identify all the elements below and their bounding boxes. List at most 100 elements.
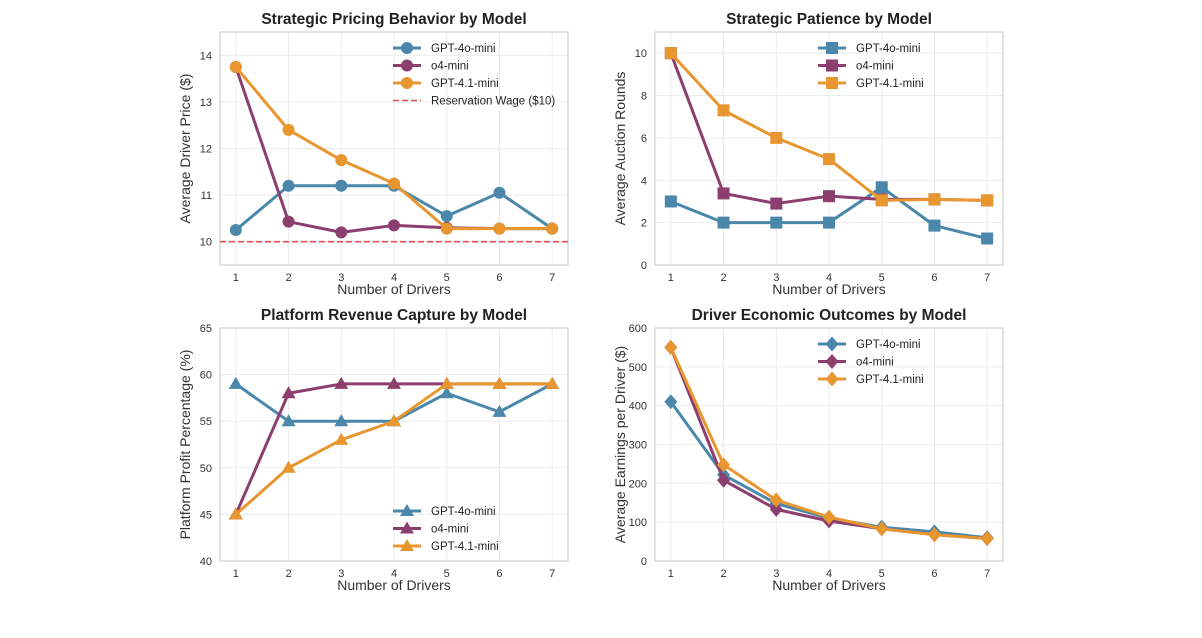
- data-point: [717, 472, 731, 488]
- legend-item: GPT-4.1-mini: [818, 371, 924, 387]
- legend-label: GPT-4.1-mini: [856, 374, 924, 386]
- data-point: [334, 432, 349, 445]
- y-tick-label: 200: [629, 478, 647, 490]
- x-tick-label: 7: [549, 272, 555, 284]
- data-point: [400, 521, 414, 534]
- y-tick-label: 0: [641, 556, 647, 568]
- series-GPT-4.1-mini: [664, 47, 994, 207]
- y-tick-label: 40: [200, 556, 212, 568]
- x-tick-label: 6: [931, 272, 937, 284]
- legend-label: GPT-4.1-mini: [856, 78, 924, 90]
- subplot-4: 1 2 3 4 5 6 7 0 100 200 300 400 500 600 Driver Economi…: [612, 307, 1004, 593]
- x-tick-label: 2: [285, 568, 291, 580]
- data-point: [825, 336, 839, 352]
- legend: GPT-4o-mini o4-mini GPT-4.1-mini Reservatio…: [393, 42, 555, 108]
- y-axis-label: Platform Profit Percentage (%): [177, 350, 193, 540]
- x-axis-label: Number of Drivers: [772, 281, 886, 297]
- series-GPT-4.1-mini: [228, 376, 560, 520]
- data-point: [981, 194, 994, 207]
- y-tick-label: 14: [200, 50, 212, 62]
- data-point: [927, 527, 941, 543]
- series-GPT-4o-mini: [664, 181, 994, 245]
- data-point: [770, 197, 783, 210]
- data-point: [401, 59, 413, 72]
- x-tick-label: 1: [668, 568, 674, 580]
- data-point: [769, 501, 783, 517]
- data-point: [440, 222, 453, 235]
- data-point: [822, 509, 836, 525]
- data-point: [440, 210, 453, 223]
- data-point: [769, 492, 783, 508]
- y-axis-label: Average Earnings per Driver ($): [612, 346, 628, 543]
- data-point: [717, 216, 730, 229]
- series-GPT-4.1-mini: [664, 339, 994, 546]
- chart-title: Driver Economic Outcomes by Model: [692, 307, 967, 324]
- y-tick-label: 10: [635, 48, 647, 60]
- data-point: [980, 530, 994, 546]
- data-point: [229, 224, 242, 237]
- y-tick-label: 100: [629, 517, 647, 529]
- legend-label: GPT-4o-mini: [856, 43, 921, 55]
- data-point: [826, 77, 838, 89]
- legend-item: GPT-4.1-mini: [393, 539, 499, 553]
- data-point: [717, 187, 730, 200]
- x-tick-label: 7: [984, 568, 990, 580]
- data-point: [400, 539, 414, 551]
- x-tick-label: 1: [668, 272, 674, 284]
- y-tick-label: 300: [629, 440, 647, 452]
- data-point: [928, 219, 941, 232]
- legend-label: GPT-4o-mini: [856, 339, 921, 351]
- data-point: [545, 376, 560, 389]
- data-point: [228, 376, 243, 389]
- y-tick-label: 600: [629, 323, 647, 335]
- data-point: [282, 215, 295, 228]
- data-point: [400, 504, 414, 516]
- y-tick-label: 2: [641, 218, 647, 230]
- legend-item: Reservation Wage ($10): [393, 96, 555, 108]
- data-point: [493, 222, 506, 235]
- data-point: [334, 376, 349, 389]
- data-point: [875, 181, 888, 194]
- x-tick-label: 4: [826, 272, 832, 284]
- data-point: [826, 42, 838, 54]
- y-tick-label: 10: [200, 237, 212, 249]
- data-point: [387, 414, 401, 427]
- legend-label: o4-mini: [856, 61, 894, 73]
- plot-frame: [654, 327, 1004, 562]
- legend-label: GPT-4.1-mini: [431, 541, 499, 553]
- x-tick-label: 5: [879, 272, 885, 284]
- legend-item: GPT-4o-mini: [818, 336, 921, 352]
- x-tick-label: 7: [984, 272, 990, 284]
- data-point: [439, 376, 454, 389]
- legend-item: GPT-4o-mini: [818, 42, 921, 55]
- data-point: [717, 104, 730, 117]
- x-tick-label: 2: [720, 272, 726, 284]
- data-point: [439, 386, 454, 399]
- data-point: [875, 521, 889, 537]
- legend-item: GPT-4.1-mini: [818, 77, 924, 90]
- x-tick-label: 3: [338, 272, 344, 284]
- legend-label: GPT-4o-mini: [431, 506, 496, 518]
- data-point: [875, 194, 888, 207]
- x-tick-label: 5: [444, 272, 450, 284]
- x-tick-label: 2: [285, 272, 291, 284]
- x-axis-label: Number of Drivers: [337, 577, 451, 593]
- chart-title: Strategic Patience by Model: [726, 11, 932, 28]
- data-point: [664, 394, 678, 410]
- data-point: [823, 216, 835, 229]
- data-point: [229, 60, 242, 73]
- x-tick-label: 5: [444, 568, 450, 580]
- y-tick-label: 500: [629, 362, 647, 374]
- data-point: [825, 371, 839, 387]
- y-axis-label: Average Driver Price ($): [177, 74, 193, 224]
- y-tick-label: 50: [200, 463, 212, 475]
- x-tick-label: 3: [338, 568, 344, 580]
- data-point: [981, 232, 994, 245]
- data-point: [664, 339, 678, 355]
- data-point: [546, 222, 559, 235]
- subplot-2: 1 2 3 4 5 6 7 0 2 4 6 8 10 Strategic Patience by Mode…: [612, 11, 1004, 297]
- x-tick-label: 1: [233, 272, 239, 284]
- data-point: [770, 216, 783, 229]
